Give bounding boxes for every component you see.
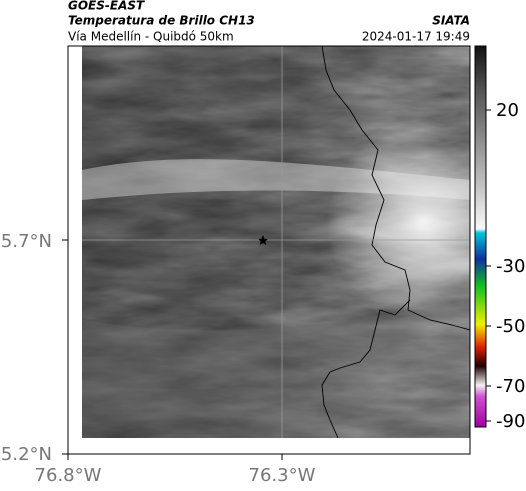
route: Vía Medellín - Quibdó 50km [68, 30, 234, 44]
satellite-image [82, 46, 470, 438]
product: Temperatura de Brillo CH13 [68, 14, 255, 28]
colorbar-tick-label: 20 [496, 100, 519, 121]
colorbar-tick-label: -90 [496, 411, 525, 432]
colorbar [474, 45, 487, 428]
colorbar-tick-label: -30 [496, 256, 525, 277]
lat-tick-label: 5.2°N [1, 444, 52, 465]
colorbar-tick-label: -50 [496, 316, 525, 337]
colorbar-tick-label: -70 [496, 376, 525, 397]
lat-tick-label: 5.7°N [1, 231, 52, 252]
source: SIATA [432, 14, 470, 28]
map-frame [67, 45, 471, 455]
lon-tick-label: 76.8°W [35, 465, 102, 486]
timestamp: 2024-01-17 19:49 [362, 30, 470, 44]
lon-tick-label: 76.3°W [249, 465, 316, 486]
satellite: GOES-EAST [68, 0, 145, 13]
colorbar-ticks [486, 109, 491, 422]
